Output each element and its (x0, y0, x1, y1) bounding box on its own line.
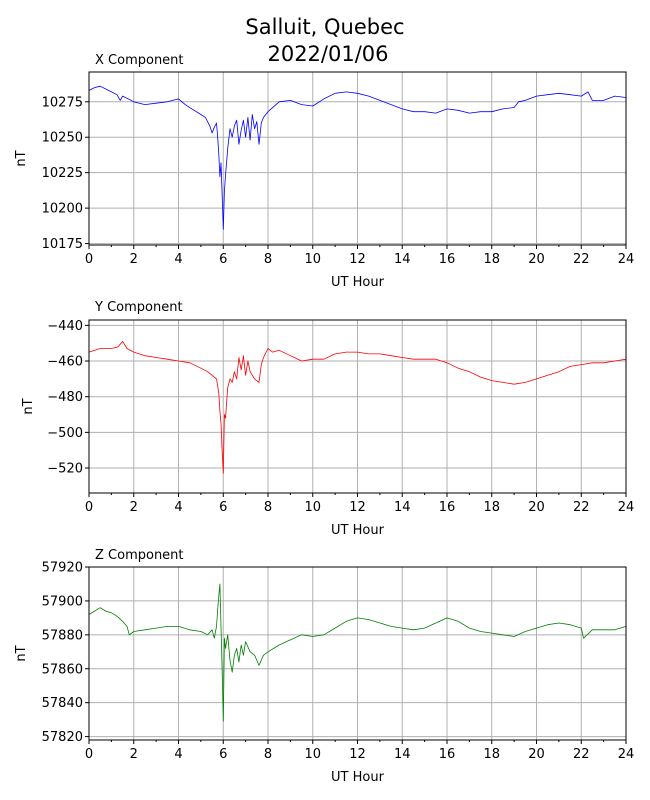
panel-z-xtick-label: 10 (304, 747, 321, 762)
panel-z-ytick-label: 57820 (42, 730, 83, 745)
panel-z-ytick-label: 57880 (42, 628, 83, 643)
panel-z-xtick-label: 12 (349, 747, 366, 762)
panel-x-xlabel: UT Hour (331, 275, 385, 290)
panel-z-series-line (88, 583, 627, 722)
panel-y-xtick-label: 20 (528, 500, 545, 515)
panel-x-xtick-label: 2 (130, 252, 138, 267)
panel-y-xtick-label: 4 (174, 500, 182, 515)
panel-y-ylabel: nT (21, 398, 36, 414)
panel-y-xtick-label: 12 (349, 500, 366, 515)
panel-x-ytick-label: 10200 (42, 202, 83, 217)
panel-y-ytick-label: −440 (47, 319, 83, 334)
panel-y-xtick-label: 18 (483, 500, 500, 515)
panel-y-xtick-label: 24 (618, 500, 635, 515)
panel-y-xlabel: UT Hour (331, 523, 385, 538)
panel-z-xtick-label: 4 (174, 747, 182, 762)
panel-z-ytick-label: 57840 (42, 696, 83, 711)
panel-x-series-line (88, 85, 627, 230)
panel-y-xtick-label: 14 (394, 500, 411, 515)
panel-x-xtick-label: 10 (304, 252, 321, 267)
panel-z-xtick-label: 6 (219, 747, 227, 762)
panel-y-ytick-label: −520 (47, 462, 83, 477)
panel-z-xtick-label: 14 (394, 747, 411, 762)
panel-z-ylabel: nT (14, 645, 29, 661)
figure-title-line2: 2022/01/06 (267, 42, 388, 66)
panel-x-xtick-label: 18 (483, 252, 500, 267)
panel-x-ytick-label: 10175 (42, 237, 83, 252)
panel-z-ytick-label: 57900 (42, 594, 83, 609)
panel-z-xlabel: UT Hour (331, 770, 385, 785)
panel-y-xtick-label: 2 (130, 500, 138, 515)
panel-y-xtick-label: 10 (304, 500, 321, 515)
panel-x-xtick-label: 22 (573, 252, 590, 267)
panel-x-ytick-label: 10275 (42, 95, 83, 110)
panel-x-xtick-label: 14 (394, 252, 411, 267)
panel-x-xtick-label: 0 (85, 252, 93, 267)
panel-z-xtick-label: 24 (618, 747, 635, 762)
panel-x-xtick-label: 6 (219, 252, 227, 267)
panel-y-title: Y Component (94, 300, 183, 315)
panel-x-xtick-label: 20 (528, 252, 545, 267)
panel-x-ylabel: nT (14, 150, 29, 166)
panel-y-ytick-label: −480 (47, 390, 83, 405)
panel-x-component: X Component 0 2 4 6 8 10 12 14 16 18 20 22 241017510… (14, 53, 634, 290)
panel-z-xtick-label: 22 (573, 747, 590, 762)
panel-z-ytick-label: 57920 (42, 561, 83, 576)
panel-z-xtick-label: 20 (528, 747, 545, 762)
panel-z-xtick-label: 8 (264, 747, 272, 762)
panel-x-xtick-label: 8 (264, 252, 272, 267)
panel-x-xtick-label: 12 (349, 252, 366, 267)
panel-y-component: Y Component 0 2 4 6 8 10 12 14 16 18 20 22 24−520−50… (21, 300, 634, 538)
panel-y-ytick-label: −500 (47, 426, 83, 441)
panel-x-ytick-label: 10225 (42, 166, 83, 181)
panel-x-xtick-label: 24 (618, 252, 635, 267)
panel-y-xtick-label: 8 (264, 500, 272, 515)
panel-z-ytick-label: 57860 (42, 662, 83, 677)
panel-y-xtick-label: 22 (573, 500, 590, 515)
panel-z-xtick-label: 18 (483, 747, 500, 762)
panel-x-xtick-label: 16 (439, 252, 456, 267)
panel-y-xtick-label: 6 (219, 500, 227, 515)
panel-y-series-line (88, 341, 627, 474)
panel-z-xtick-label: 0 (85, 747, 93, 762)
panel-y-ytick-label: −460 (47, 355, 83, 370)
panel-x-xtick-label: 4 (174, 252, 182, 267)
panel-y-xtick-label: 16 (439, 500, 456, 515)
figure-title-line1: Salluit, Quebec (245, 15, 404, 39)
panel-z-xtick-label: 2 (130, 747, 138, 762)
panel-z-title: Z Component (95, 548, 184, 563)
panel-x-ytick-label: 10250 (42, 131, 83, 146)
panel-z-component: Z Component 0 2 4 6 8 10 12 14 16 18 20 22 245782057… (14, 548, 634, 785)
panel-x-title: X Component (95, 53, 184, 68)
panel-y-xtick-label: 0 (85, 500, 93, 515)
panel-z-xtick-label: 16 (439, 747, 456, 762)
